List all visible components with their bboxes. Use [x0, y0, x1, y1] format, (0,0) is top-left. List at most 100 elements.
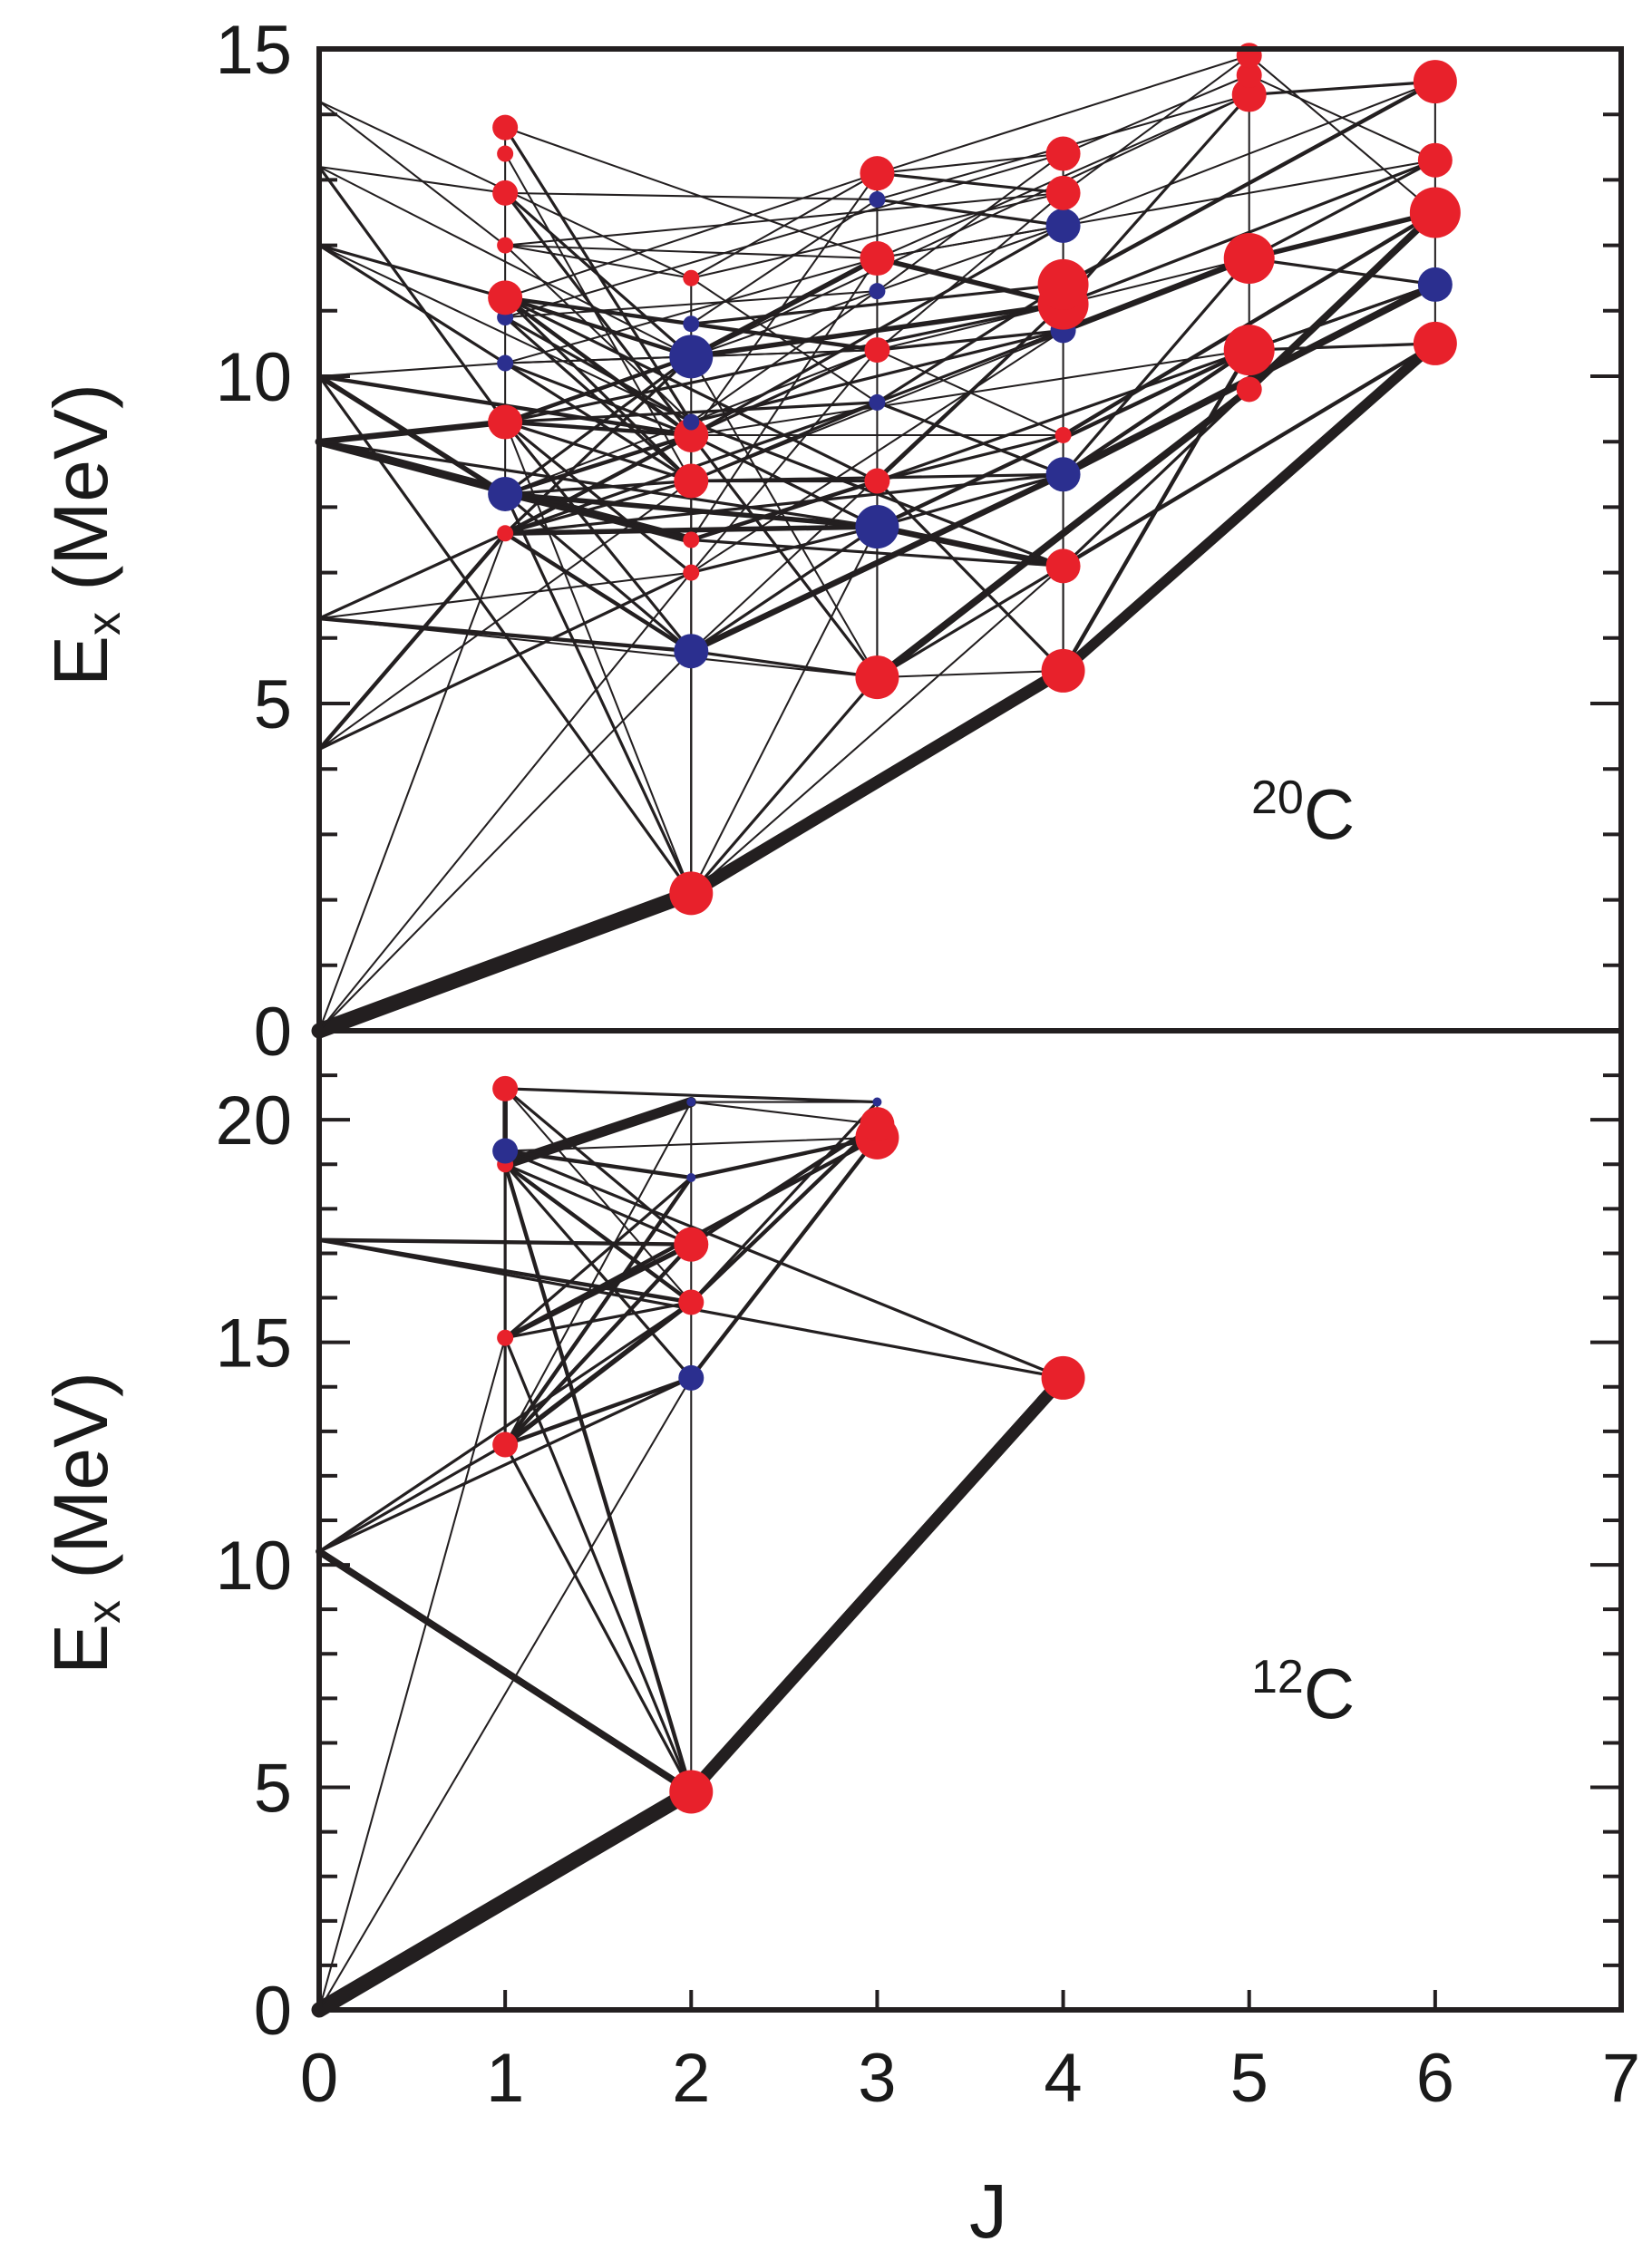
transition-line [690, 277, 879, 403]
transition-line [875, 198, 1065, 228]
transition-line [503, 302, 1065, 424]
y-tick-label: 5 [254, 1751, 292, 1828]
transition-line [503, 191, 693, 437]
transition-line [503, 354, 693, 535]
transition-line [1062, 54, 1250, 194]
transition-line [503, 1162, 693, 1247]
transition-line [503, 1162, 693, 1380]
transition-line [317, 531, 507, 620]
transition-line [876, 152, 1064, 293]
positive-parity-state [1413, 321, 1457, 365]
transition-line [317, 571, 693, 1033]
transition-line [317, 571, 693, 620]
positive-parity-state [855, 655, 899, 700]
transition-line [876, 152, 1064, 175]
negative-parity-state [686, 1173, 696, 1182]
transition-line [690, 1101, 879, 1126]
transition-line [690, 526, 879, 895]
x-axis-label: J [969, 2169, 1007, 2254]
transition-line [317, 165, 507, 194]
transition-line [316, 531, 508, 752]
panel-12c-frame [316, 1028, 1624, 2013]
transition-line [876, 669, 1064, 679]
transition-line [1061, 341, 1438, 568]
y-tick-label: 20 [215, 1082, 292, 1160]
x-tick-label: 5 [1230, 2040, 1268, 2117]
transition-line [689, 1135, 879, 1381]
y-tick-label: 10 [215, 1528, 292, 1605]
positive-parity-state [1045, 548, 1081, 584]
negative-parity-state [683, 413, 700, 431]
positive-parity-state [1236, 62, 1262, 88]
transition-line [504, 1087, 693, 1304]
positive-parity-state [1054, 426, 1072, 443]
transition-line [311, 885, 699, 1039]
y-tick-label: 15 [215, 12, 292, 89]
negative-parity-state [686, 1097, 696, 1107]
positive-parity-state [1223, 325, 1275, 376]
transition-line [689, 1100, 879, 1305]
positive-parity-state [678, 1289, 705, 1315]
transition-line [1248, 342, 1437, 352]
transition-line [317, 1376, 693, 2012]
transition-line [689, 433, 879, 529]
transition-line [689, 675, 879, 895]
transition-line [685, 1372, 1070, 1799]
transition-line [503, 479, 693, 496]
positive-parity-state [1236, 376, 1262, 403]
transition-line [502, 1375, 694, 1447]
transition-line [1062, 73, 1250, 155]
x-tick-label: 2 [672, 2040, 710, 2117]
transition-line [317, 362, 507, 378]
transition-line [875, 472, 1065, 529]
transition-line [317, 480, 693, 751]
transition-line [504, 191, 1064, 247]
positive-parity-state [1223, 233, 1275, 285]
transition-line [874, 523, 1066, 569]
transition-line [317, 570, 693, 752]
transition-line [503, 296, 693, 483]
transition-line [690, 93, 1250, 358]
transition-line [504, 152, 693, 482]
transition-line [503, 492, 693, 895]
transition-line [875, 401, 1065, 476]
transition-line [503, 479, 693, 535]
positive-parity-state [669, 1770, 714, 1814]
transition-line [689, 649, 879, 679]
transition-line [689, 433, 879, 679]
transition-line [316, 374, 508, 497]
transition-line [1061, 257, 1251, 476]
positive-parity-state [860, 156, 895, 191]
positive-parity-state [1037, 258, 1089, 310]
transition-line [317, 100, 507, 247]
negative-parity-state [488, 476, 523, 511]
positive-parity-state [492, 180, 519, 206]
axis-ticks [317, 1029, 1623, 2012]
positive-parity-state [492, 1075, 519, 1101]
transition-line [1061, 387, 1251, 568]
y-tick-label: 5 [254, 666, 292, 743]
negative-parity-state [683, 315, 700, 333]
negative-parity-state [678, 1364, 705, 1391]
transition-line [502, 1162, 694, 1794]
positive-parity-state [864, 337, 890, 364]
transition-line [1248, 257, 1437, 286]
panel-12c: 0 5 10 15 20 0 1 2 3 4 5 6 7 Ex (MeV) 12C J [38, 1029, 1640, 2254]
transition-line [1061, 347, 1251, 477]
transition-line [502, 420, 694, 438]
positive-parity-state [860, 241, 895, 277]
transition-line [503, 1176, 693, 1340]
positive-parity-state [1041, 1355, 1085, 1400]
negative-parity-state [674, 634, 709, 669]
transition-line [874, 256, 1066, 307]
transition-line [690, 257, 879, 541]
transition-line [503, 420, 693, 575]
transition-line [316, 419, 509, 445]
transition-line [503, 1300, 693, 1340]
negative-parity-state [869, 393, 886, 411]
nucleus-label: 12C [1251, 1651, 1355, 1733]
negative-parity-state [1045, 457, 1081, 492]
transition-line [1248, 54, 1436, 214]
transition-line [503, 126, 693, 424]
